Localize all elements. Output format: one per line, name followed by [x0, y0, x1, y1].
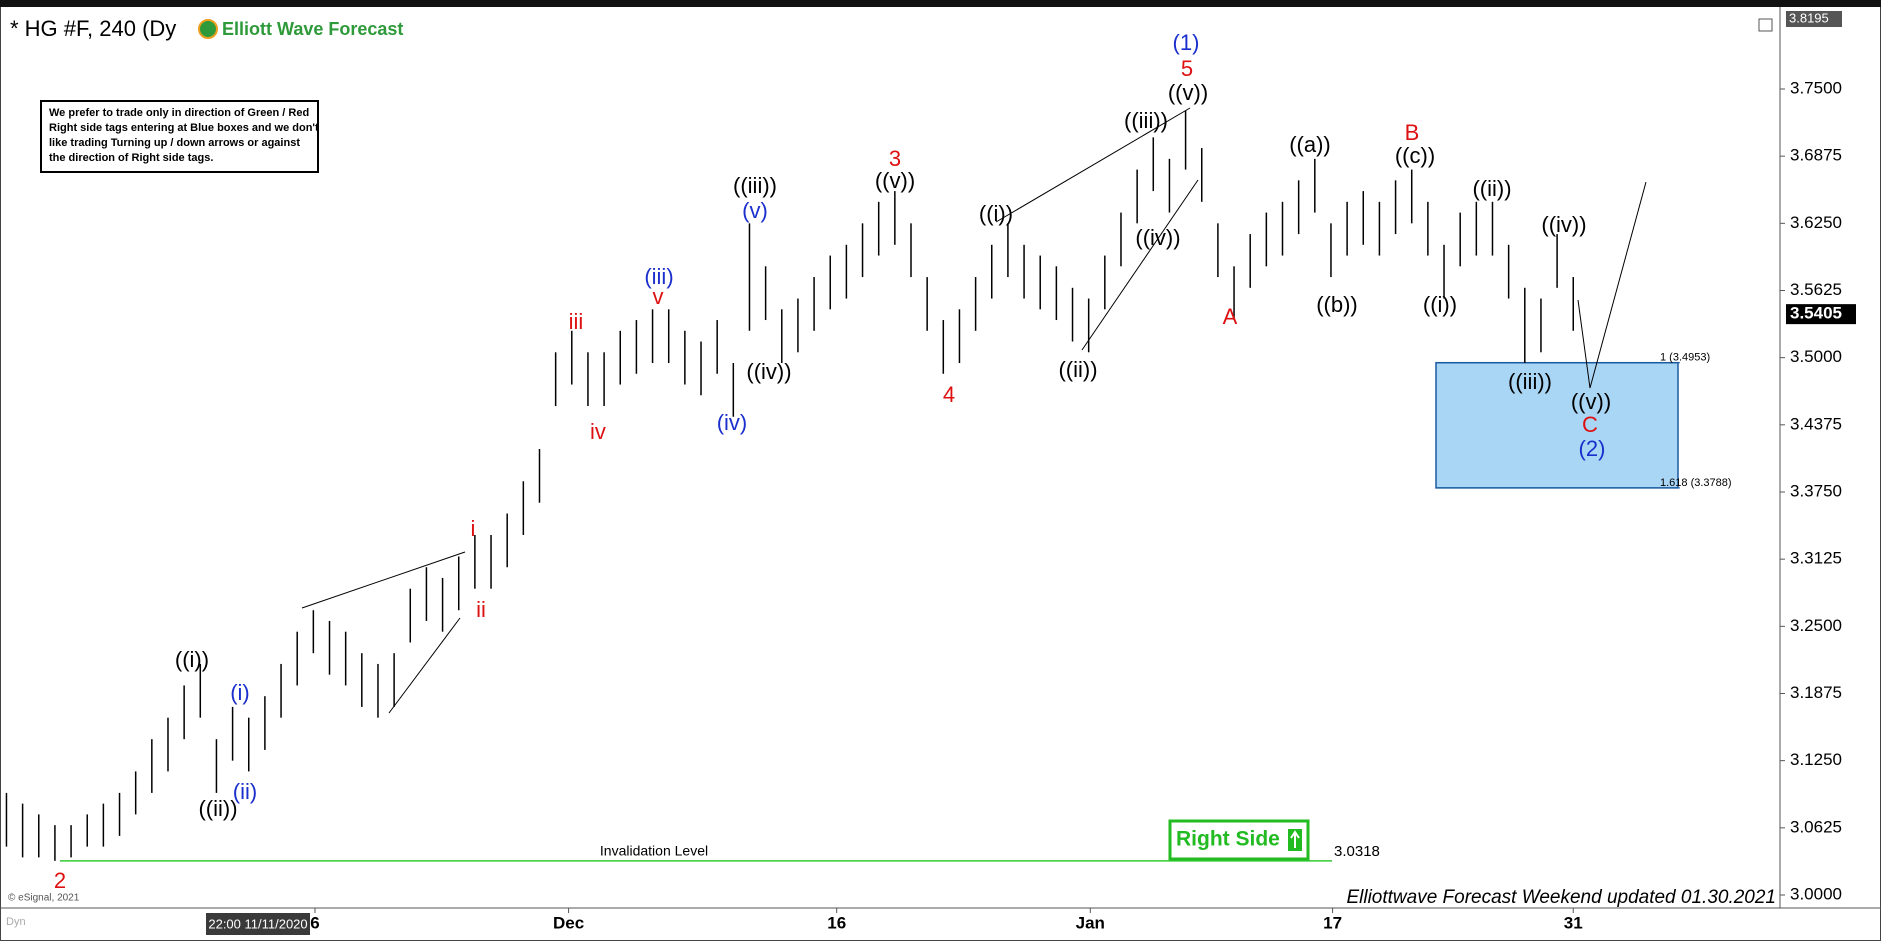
wave-label: ((iii)) [1508, 369, 1552, 394]
wave-label: (1) [1173, 30, 1200, 55]
projection-path [1577, 181, 1647, 389]
wave-label: ((i)) [175, 647, 209, 672]
wave-label: 4 [943, 382, 955, 407]
wave-label: 5 [1181, 56, 1193, 81]
wave-label: ((v)) [1168, 80, 1208, 105]
right-side-tag [1168, 819, 1310, 861]
copyright: © eSignal, 2021 [8, 893, 80, 904]
disclaimer-line: like trading Turning up / down arrows or… [49, 137, 300, 149]
wave-label: ii [476, 597, 486, 622]
y-tick-label: 3.6250 [1790, 213, 1842, 232]
wave-label: ((i)) [1423, 292, 1457, 317]
disclaimer-line: the direction of Right side tags. [49, 152, 213, 164]
wave-label: (v) [742, 198, 768, 223]
x-tick-label: Dec [553, 913, 584, 932]
wave-label: ((v)) [875, 168, 915, 193]
cursor-time: 22:00 11/11/2020 [208, 916, 307, 931]
disclaimer-box [40, 100, 319, 173]
logo [198, 19, 218, 39]
x-tick-label: 16 [827, 913, 846, 932]
y-tick-label: 3.0625 [1790, 817, 1842, 836]
fib-label: 1.618 (3.3788) [1660, 477, 1732, 489]
x-tick-label: 17 [1323, 913, 1342, 932]
y-tick-label: 3.5000 [1790, 347, 1842, 366]
y-tick-label: 3.1875 [1790, 683, 1842, 702]
wave-label: ((v)) [1571, 389, 1611, 414]
window-icon[interactable] [1758, 18, 1773, 32]
y-tick-label: 3.0000 [1790, 884, 1842, 903]
last-price: 3.5405 [1790, 304, 1842, 323]
wave-label: ((iv)) [1541, 212, 1586, 237]
invalidation-label: Invalidation Level [600, 843, 708, 859]
wave-label: (ii) [233, 779, 257, 804]
wave-label: ((ii)) [1058, 357, 1097, 382]
wave-label: ((iii)) [1124, 108, 1168, 133]
wave-label: v [653, 284, 664, 309]
wave-label: ((ii)) [198, 796, 237, 821]
brand: Elliott Wave Forecast [222, 19, 403, 39]
wave-label: ((iv)) [746, 359, 791, 384]
x-tick-label: 31 [1564, 913, 1583, 932]
y-tick-label: 3.3750 [1790, 481, 1842, 500]
wave-label: ((i)) [979, 201, 1013, 226]
wedge-line [388, 617, 461, 714]
y-tick-label: 3.3125 [1790, 549, 1842, 568]
wedge-line [301, 551, 466, 609]
fib-label: 1 (3.4953) [1660, 352, 1710, 364]
x-tick-label: Jan [1076, 913, 1105, 932]
y-tick-label: 3.6875 [1790, 146, 1842, 165]
wave-label: A [1223, 304, 1238, 329]
footer: Elliottwave Forecast Weekend updated 01.… [1346, 887, 1776, 908]
y-tick-label: 3.7500 [1790, 78, 1842, 97]
x-tick-label: 6 [310, 913, 319, 932]
fib-box [1435, 361, 1679, 489]
top-bar [0, 0, 1881, 7]
last-price-bg [1786, 304, 1856, 325]
y-tick-label: 3.4375 [1790, 414, 1842, 433]
disclaimer-line: Right side tags entering at Blue boxes a… [49, 122, 319, 134]
wave-label: B [1405, 120, 1420, 145]
wave-label: iii [569, 309, 584, 334]
wave-label: 2 [54, 868, 66, 893]
wave-label: ((ii)) [1472, 176, 1511, 201]
invalidation-value: 3.0318 [1334, 843, 1380, 860]
y-tick-label: 3.1250 [1790, 750, 1842, 769]
y-tick-label: 3.5625 [1790, 280, 1842, 299]
wave-label: ((b)) [1316, 292, 1358, 317]
cursor-time-bg [206, 913, 310, 935]
top-price-bg [1786, 11, 1842, 27]
layer [5, 110, 1680, 862]
wave-label: (2) [1579, 436, 1606, 461]
wave-label: ((a)) [1289, 132, 1331, 157]
top-price: 3.8195 [1789, 10, 1829, 25]
up-arrow-glyph [1290, 830, 1300, 848]
wave-label: iv [590, 419, 606, 444]
wave-label: (i) [230, 680, 250, 705]
wedge-line [995, 107, 1191, 223]
disclaimer-line: We prefer to trade only in direction of … [49, 107, 309, 119]
right-side-label: Right Side [1176, 828, 1280, 851]
y-tick-label: 3.2500 [1790, 616, 1842, 635]
wedge-line [1081, 179, 1199, 351]
corner-label: Dyn [6, 916, 26, 928]
wave-label: C [1582, 412, 1598, 437]
wave-label: ((iv)) [1135, 225, 1180, 250]
wave-label: i [471, 516, 476, 541]
wave-label: ((iii)) [733, 173, 777, 198]
chart-title: * HG #F, 240 (Dy [10, 16, 176, 41]
wave-label: ((c)) [1395, 143, 1435, 168]
wave-label: (iv) [717, 410, 748, 435]
wave-label: 3 [889, 146, 901, 171]
wave-label: (iii) [644, 264, 673, 289]
